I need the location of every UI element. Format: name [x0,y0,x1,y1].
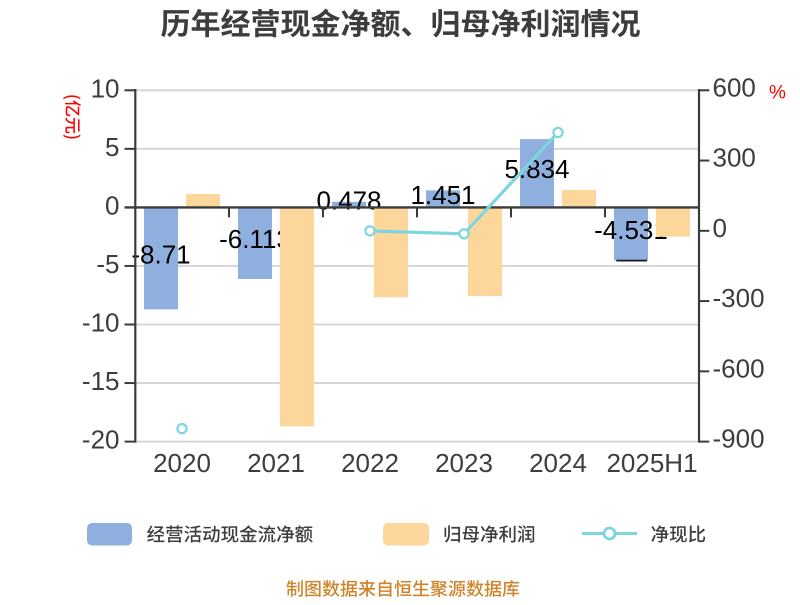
svg-text:-15: -15 [82,366,120,396]
svg-text:-600: -600 [713,353,765,383]
svg-text:1.451: 1.451 [410,180,475,210]
svg-text:5: 5 [105,132,119,162]
svg-text:-300: -300 [713,283,765,313]
svg-text:0.478: 0.478 [316,186,381,216]
svg-text:2024: 2024 [529,448,587,478]
svg-text:2021: 2021 [247,448,305,478]
svg-text:-900: -900 [713,424,765,454]
svg-text:%: % [769,82,786,103]
svg-text:-8.71: -8.71 [131,239,190,269]
svg-text:2023: 2023 [435,448,493,478]
svg-text:2020: 2020 [153,448,211,478]
svg-text:600: 600 [713,72,756,102]
svg-text:10: 10 [91,73,120,103]
svg-text:300: 300 [713,143,756,173]
svg-text:-5: -5 [96,249,119,279]
svg-text:0: 0 [713,213,727,243]
svg-text:-10: -10 [82,308,120,338]
svg-text:2022: 2022 [341,448,399,478]
svg-text:-4.531: -4.531 [594,215,668,245]
svg-text:2025H1: 2025H1 [606,448,697,478]
svg-text:0: 0 [105,190,119,220]
svg-text:-20: -20 [82,425,120,455]
svg-text:-6.113: -6.113 [219,224,291,254]
